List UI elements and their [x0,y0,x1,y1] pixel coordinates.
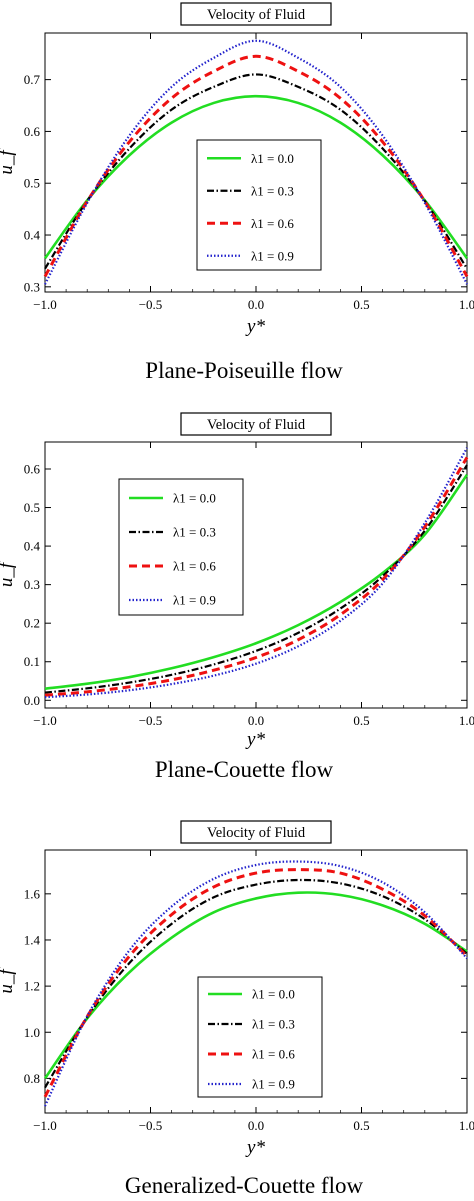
y-tick-label: 0.6 [24,461,41,476]
legend-box [118,478,244,616]
chart-caption: Plane-Poiseuille flow [145,358,343,383]
y-tick-label: 0.8 [24,1071,40,1086]
x-tick-label: −1.0 [33,713,57,728]
series-line-3 [43,868,469,1098]
y-tick-label: 0.3 [24,577,40,592]
y-axis-label: u_f [0,148,17,175]
chart-panel-2: Velocity of Fluid −1.0 −0.5 0.0 0.5 1.0 0.0 0.1… [0,412,474,782]
y-tick-label: 0.4 [24,539,41,554]
y-tick-label: 1.2 [24,979,40,994]
series-line-2 [44,878,468,1089]
x-tick-label: 0.5 [353,1118,369,1133]
series-line-3 [43,54,469,278]
legend-label: λ1 = 0.9 [251,248,294,263]
y-tick-label: 0.6 [24,124,41,139]
y-tick-label: 0.4 [24,228,41,243]
legend-box [197,976,323,1098]
legend-label: λ1 = 0.6 [173,559,216,574]
series-line-1 [43,891,468,1080]
series-line-4 [44,39,468,285]
x-tick-label: −0.5 [139,1118,163,1133]
x-tick-label: 0.5 [353,297,369,312]
x-axis-label: y* [245,729,265,750]
y-tick-label: 0.5 [24,500,40,515]
chart-title-box [180,2,332,26]
chart-title: Velocity of Fluid [207,417,306,433]
x-tick-label: −0.5 [139,297,163,312]
y-tick-label: 0.3 [24,279,40,294]
chart-title: Velocity of Fluid [207,825,306,841]
legend-label: λ1 = 0.9 [252,1077,295,1092]
legend-box [196,139,322,271]
x-tick-label: 0.0 [248,297,264,312]
chart-caption: Plane-Couette flow [155,757,334,782]
series-line-2 [44,464,468,694]
x-tick-label: −0.5 [139,713,163,728]
chart-title-box [180,412,332,436]
y-tick-label: 0.2 [24,616,40,631]
series-line-3 [44,456,469,697]
x-tick-label: −1.0 [33,297,57,312]
legend-label: λ1 = 0.6 [252,1047,295,1062]
legend-label: λ1 = 0.3 [251,183,294,198]
legend-label: λ1 = 0.3 [173,525,216,540]
x-tick-label: 0.0 [248,713,264,728]
y-tick-label: 1.4 [24,932,41,947]
x-tick-label: 0.5 [353,713,369,728]
legend-label: λ1 = 0.6 [251,216,294,231]
y-tick-label: 0.0 [24,693,40,708]
legend-label: λ1 = 0.0 [252,987,295,1002]
x-tick-label: 0.0 [248,1118,264,1133]
chart-panel-1: Velocity of Fluid −1.0 −0.5 0.0 0.5 1.0 0.3 0.4… [0,2,474,383]
legend-label: λ1 = 0.0 [251,151,294,166]
legend-label: λ1 = 0.3 [252,1017,295,1032]
y-axis-label: u_f [0,560,17,587]
chart-title-box [180,820,332,844]
legend-label: λ1 = 0.0 [173,491,216,506]
legend-label: λ1 = 0.9 [173,593,216,608]
x-axis-label: y* [245,1137,265,1158]
y-axis-label: u_f [0,967,17,994]
x-tick-label: 1.0 [459,713,474,728]
x-axis-label: y* [245,316,265,337]
y-tick-label: 0.5 [24,176,40,191]
y-tick-label: 1.0 [24,1025,40,1040]
chart-caption: Generalized-Couette flow [125,1173,364,1198]
chart-panel-3: Velocity of Fluid −1.0 −0.5 0.0 0.5 1.0 0.8 1.0… [0,820,474,1198]
series-line-4 [44,447,468,699]
chart-title: Velocity of Fluid [207,7,306,23]
series-line-1 [43,94,469,260]
series-line-4 [44,860,468,1107]
y-tick-label: 0.7 [24,72,41,87]
x-tick-label: 1.0 [459,297,474,312]
y-tick-label: 1.6 [24,886,41,901]
x-tick-label: 1.0 [459,1118,474,1133]
x-tick-label: −1.0 [33,1118,57,1133]
plot-frame [44,441,468,709]
y-tick-label: 0.1 [24,654,40,669]
series-line-2 [44,73,468,270]
